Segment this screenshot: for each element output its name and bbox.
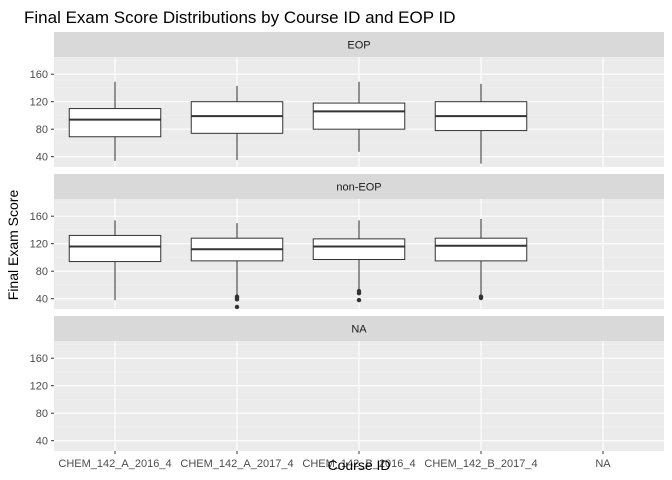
y-tick-label: 40 [36, 436, 48, 448]
box [434, 218, 528, 301]
x-axis-tick-labels: CHEM_142_A_2016_4 CHEM_142_A_2017_4 CHEM_1… [58, 458, 611, 470]
box-iqr [434, 237, 528, 262]
box [68, 81, 162, 161]
y-tick-label: 160 [30, 353, 48, 365]
box [312, 220, 406, 303]
facet-panel: NA 40 80 120 160 [30, 316, 664, 454]
box [312, 81, 406, 152]
y-tick-label: 40 [36, 152, 48, 164]
y-tick-label: 80 [36, 408, 48, 420]
facet-strip [54, 32, 664, 57]
x-tick-label: CHEM_142_A_2016_4 [58, 458, 171, 470]
y-tick-label: 120 [30, 97, 48, 109]
x-tick-label: CHEM_142_B_2016_4 [302, 458, 415, 470]
y-tick-label: 80 [36, 124, 48, 136]
y-tick-label: 160 [30, 69, 48, 81]
y-tick-label: 120 [30, 381, 48, 393]
box [190, 223, 284, 310]
box-iqr [68, 108, 162, 138]
outlier-point [234, 297, 240, 302]
x-tick-label: NA [595, 458, 611, 470]
y-axis-title: Final Exam Score [5, 190, 21, 301]
facet-strip [54, 174, 664, 199]
facet-strip [54, 316, 664, 341]
box [434, 83, 528, 164]
facet-strip-label: EOP [347, 40, 370, 52]
x-axis-title: Course ID [327, 457, 390, 473]
y-tick-label: 160 [30, 211, 48, 223]
y-tick-label: 80 [36, 266, 48, 278]
chart-title: Final Exam Score Distributions by Course… [24, 8, 455, 27]
outlier-point [356, 290, 362, 296]
box-iqr [312, 238, 406, 260]
facet-strip-label: NA [351, 324, 367, 336]
outlier-point [234, 304, 240, 310]
box-iqr [190, 101, 284, 134]
facet-panel: non-EOP 40 80 120 160 [30, 174, 664, 310]
facet-panel: EOP 40 80 120 160 [30, 32, 664, 167]
x-tick-label: CHEM_142_A_2017_4 [180, 458, 293, 470]
box-iqr [68, 234, 162, 263]
outlier-point [356, 297, 362, 303]
box [190, 85, 284, 161]
facet-strip-label: non-EOP [336, 182, 381, 194]
outlier-point [478, 295, 484, 301]
box-iqr [312, 102, 406, 130]
facet-panels: EOP 40 80 120 160 non-EOP 40 80 120 160 NA 40 80 120 1… [30, 32, 664, 454]
y-tick-label: 120 [30, 239, 48, 251]
x-tick-label: CHEM_142_B_2017_4 [424, 458, 537, 470]
box [68, 220, 162, 301]
y-tick-label: 40 [36, 294, 48, 306]
